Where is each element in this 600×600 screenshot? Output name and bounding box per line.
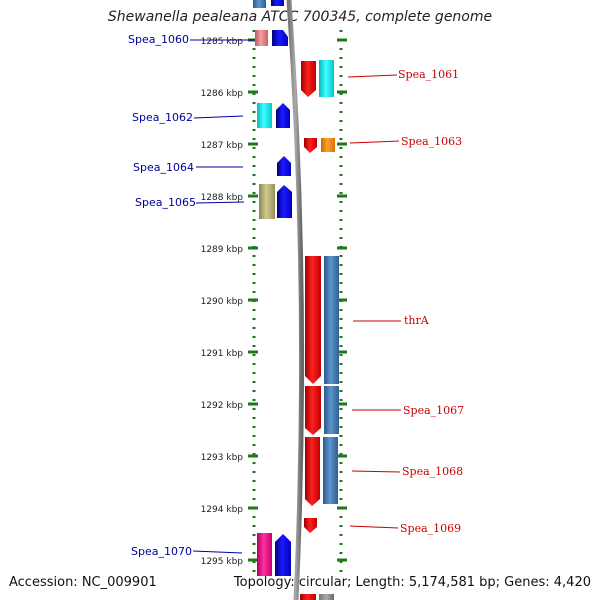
gene-label-spea-1070[interactable]: Spea_1070 — [131, 545, 192, 558]
gene-spea-1070-pink[interactable] — [257, 533, 272, 576]
scale-label-1286: 1286 kbp — [201, 89, 244, 99]
genome-title: Shewanella pealeana ATCC 700345, complet… — [107, 9, 493, 25]
leader-spea-1061 — [347, 74, 398, 78]
gene-label-spea-1065[interactable]: Spea_1065 — [135, 196, 196, 209]
leader-spea-1063 — [349, 140, 400, 144]
scale-label-1292: 1292 kbp — [201, 401, 244, 411]
gene-label-spea-1064[interactable]: Spea_1064 — [133, 161, 194, 174]
scale-label-1290: 1290 kbp — [201, 297, 244, 307]
gene-spea-1068[interactable] — [305, 437, 320, 506]
leader-spea-1065 — [195, 201, 245, 204]
gene-label-spea-1061[interactable]: Spea_1061 — [398, 68, 459, 81]
leader-spea-1069 — [349, 525, 399, 529]
scale-label-1287: 1287 kbp — [201, 141, 244, 151]
gene-thra-partner[interactable] — [324, 256, 339, 384]
accession-text: Accession: NC_009901 — [9, 575, 157, 590]
leader-spea-1068 — [351, 470, 401, 473]
gene-partial-bottom-red[interactable] — [300, 594, 316, 600]
gene-label-spea-1067[interactable]: Spea_1067 — [403, 404, 464, 417]
gene-label-spea-1060[interactable]: Spea_1060 — [128, 33, 189, 46]
gene-spea-1061-red[interactable] — [301, 61, 316, 97]
leader-spea-1070 — [192, 550, 243, 554]
scale-label-1291: 1291 kbp — [201, 349, 244, 359]
gene-label-spea-1069[interactable]: Spea_1069 — [400, 522, 461, 535]
genome-backbone — [286, 0, 305, 600]
gene-spea-1061-cyan[interactable] — [319, 60, 334, 97]
gene-spea-1060-salmon[interactable] — [255, 30, 268, 46]
topology-text: Topology: circular; Length: 5,174,581 bp… — [233, 575, 591, 590]
gene-spea-1068-partner[interactable] — [323, 437, 338, 504]
gene-spea-1065-blue[interactable] — [277, 185, 292, 218]
scale-label-1294: 1294 kbp — [201, 505, 244, 515]
gene-spea-1064[interactable] — [277, 156, 291, 176]
gene-partial-top-blue[interactable] — [271, 0, 284, 6]
gene-spea-1063-orange[interactable] — [321, 138, 335, 152]
gene-partial-top-steelblue[interactable] — [253, 0, 266, 8]
gene-spea-1062-blue[interactable] — [276, 103, 290, 128]
gene-spea-1060-blue[interactable] — [272, 30, 288, 46]
leader-spea-1062 — [193, 115, 244, 119]
scale-label-1288: 1288 kbp — [201, 193, 244, 203]
gene-thra[interactable] — [305, 256, 321, 384]
scale-label-1289: 1289 kbp — [201, 245, 244, 255]
gene-spea-1067-partner[interactable] — [324, 386, 339, 434]
gene-spea-1063-red[interactable] — [304, 138, 317, 153]
gene-label-spea-1063[interactable]: Spea_1063 — [401, 135, 462, 148]
gene-spea-1065-khaki[interactable] — [259, 184, 275, 219]
gene-spea-1070-blue[interactable] — [275, 534, 291, 576]
gene-partial-bottom-gray[interactable] — [319, 594, 334, 600]
gene-spea-1067[interactable] — [305, 386, 321, 435]
gene-spea-1062-cyan[interactable] — [257, 103, 272, 128]
scale-label-1285: 1285 kbp — [201, 37, 244, 47]
gene-label-spea-1062[interactable]: Spea_1062 — [132, 111, 193, 124]
scale-label-1293: 1293 kbp — [201, 453, 244, 463]
gene-label-thra[interactable]: thrA — [404, 314, 430, 327]
gene-spea-1069[interactable] — [304, 518, 317, 533]
scale-label-1295: 1295 kbp — [201, 557, 244, 567]
gene-label-spea-1068[interactable]: Spea_1068 — [402, 465, 463, 478]
